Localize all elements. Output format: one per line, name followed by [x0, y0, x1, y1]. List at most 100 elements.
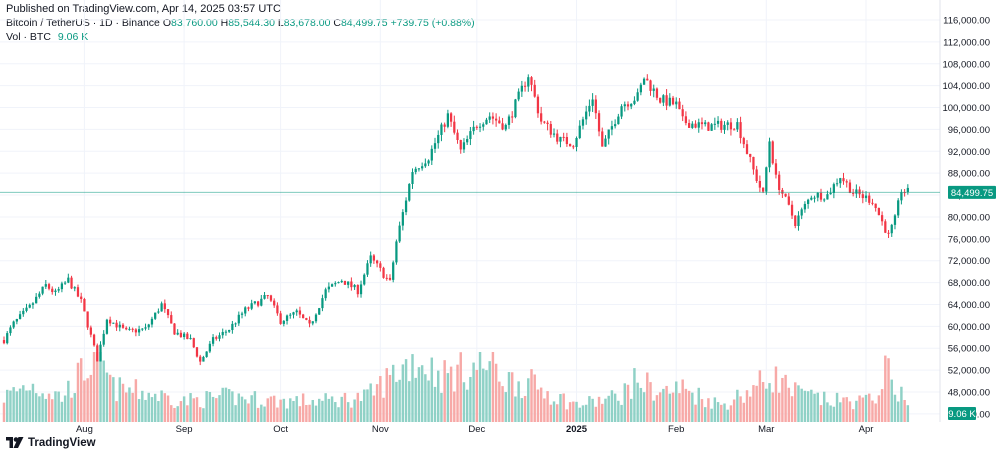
candle-body — [228, 330, 231, 332]
volume-bar — [806, 391, 810, 422]
volume-bar — [195, 397, 199, 422]
volume-bar — [639, 387, 643, 422]
volume-bar — [382, 397, 385, 422]
candle-body — [890, 224, 893, 234]
candle-body — [369, 255, 372, 264]
volume-bar — [250, 395, 253, 422]
candle-body — [832, 184, 835, 193]
volume-bar — [449, 366, 453, 422]
candle-body — [520, 85, 523, 92]
volume-bar — [607, 395, 610, 422]
volume-bar — [568, 402, 572, 422]
volume-bar — [668, 393, 672, 422]
candle-body — [22, 310, 25, 315]
candle-body — [128, 328, 131, 330]
candle-body — [745, 144, 749, 154]
candle-body — [675, 101, 678, 105]
volume-bar — [2, 402, 6, 422]
candle-body — [253, 301, 257, 304]
volume-bar — [848, 401, 852, 422]
volume-bar — [575, 401, 578, 422]
candle-body — [356, 284, 359, 295]
candle-body — [73, 287, 76, 289]
volume-bar — [115, 401, 118, 422]
candle-body — [298, 310, 302, 315]
volume-bar — [459, 352, 462, 422]
volume-bar — [247, 403, 250, 422]
volume-bar — [687, 390, 691, 422]
price-tick-label: 68,000.00 — [948, 278, 990, 289]
candle-body — [671, 97, 675, 105]
volume-bar — [211, 396, 215, 422]
volume-bar — [877, 395, 881, 422]
volume-bar — [578, 407, 581, 422]
candle-body — [218, 335, 221, 339]
candle-body — [179, 332, 183, 338]
volume-bar — [765, 388, 768, 422]
open-label: O — [162, 17, 171, 29]
candle-body — [642, 78, 646, 85]
volume-bar — [269, 396, 273, 422]
volume-bar — [691, 392, 694, 422]
candle-body — [475, 126, 478, 128]
candle-body — [755, 169, 758, 181]
volume-bar — [906, 405, 910, 422]
volume-bar — [633, 368, 636, 422]
candle-body — [363, 274, 366, 285]
volume-bar — [729, 405, 733, 422]
volume-bar — [864, 394, 868, 422]
volume-bar — [584, 404, 588, 422]
candle-body — [125, 327, 128, 330]
volume-bar — [781, 377, 784, 422]
volume-bar — [787, 387, 791, 422]
candle-body — [292, 312, 295, 315]
volume-bar — [880, 389, 884, 422]
candle-body — [552, 133, 556, 135]
volume-bar — [263, 406, 266, 422]
time-tick-label: Sep — [176, 424, 193, 435]
volume-bar — [539, 387, 543, 422]
candle-body — [199, 356, 202, 362]
volume-bar — [334, 402, 337, 422]
price-tick-label: 100,000.00 — [942, 103, 990, 114]
candle-body — [626, 104, 630, 107]
time-axis: Aug Sep Oct Nov Dec 2025 Feb Mar Apr — [76, 424, 873, 435]
price-tick-label: 92,000.00 — [948, 147, 990, 158]
candle-body — [266, 295, 269, 297]
candle-body — [543, 121, 546, 123]
candle-body — [472, 126, 475, 132]
candle-body — [681, 109, 684, 117]
volume-bar — [527, 378, 530, 422]
candle-body — [256, 301, 260, 306]
volume-bar — [610, 390, 614, 422]
candle-body — [305, 318, 308, 320]
candle-body — [237, 314, 240, 324]
volume-bar — [5, 389, 9, 422]
volume-bar — [99, 352, 102, 422]
candle-body — [887, 232, 890, 234]
volume-bar — [205, 391, 208, 422]
volume-bar — [166, 395, 170, 422]
candle-body — [482, 124, 485, 127]
candle-body — [710, 124, 713, 131]
volume-bar — [646, 372, 649, 422]
candle-body — [115, 322, 118, 328]
volume-bar — [182, 396, 186, 422]
volume-bar — [12, 387, 15, 422]
volume-bar — [15, 391, 19, 422]
volume-label[interactable]: Vol · BTC — [6, 31, 51, 43]
volume-bar — [108, 374, 112, 422]
candle-body — [855, 189, 858, 194]
volume-bar — [510, 372, 514, 422]
volume-bar — [118, 377, 122, 422]
tradingview-footer[interactable]: TradingView — [6, 437, 96, 449]
candle-body — [170, 315, 173, 324]
candle-body — [478, 126, 482, 128]
volume-bar — [546, 391, 549, 422]
volume-bar — [47, 393, 51, 422]
candle-body — [874, 203, 877, 209]
volume-bar — [684, 388, 688, 422]
candle-body — [713, 123, 716, 125]
candle-body — [379, 263, 382, 268]
